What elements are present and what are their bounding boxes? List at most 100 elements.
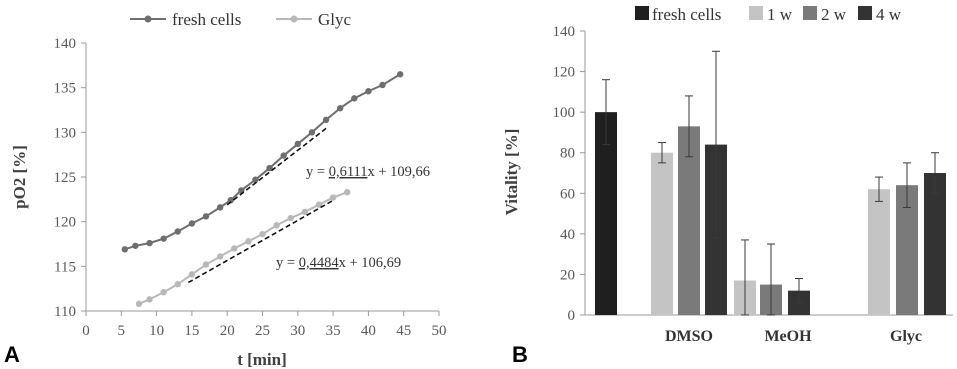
legend-marker-glyc: [290, 15, 298, 23]
y-tick-label: 60: [560, 186, 575, 202]
legend-label-1w: 1 w: [767, 5, 793, 24]
legend-item-fresh-cells: fresh cells: [635, 5, 721, 24]
data-point-glyc: [216, 253, 224, 260]
chart-a-y-label: pO2 [%]: [10, 145, 29, 209]
chart-a-y-ticks: 110 115 120 125 130 135 140: [54, 36, 86, 320]
bar-2w: [896, 185, 918, 315]
legend-swatch-2w: [803, 6, 817, 20]
y-tick-label: 140: [54, 36, 77, 52]
data-point-glyc: [273, 222, 280, 229]
series-line-glyc: [138, 191, 348, 305]
trendline-equation-glyc: y = 0,4484x + 106,69: [276, 255, 401, 271]
legend-item-fresh-cells: fresh cells: [130, 10, 241, 29]
data-point-glyc: [231, 245, 238, 252]
data-point-fresh-cells: [308, 129, 316, 136]
legend-item-glyc: Glyc: [276, 10, 352, 29]
bar-1w: [868, 189, 890, 315]
data-point-fresh-cells: [227, 197, 234, 204]
y-tick-label: 20: [560, 267, 575, 283]
trendline-fresh-cells: [226, 127, 327, 206]
chart-a-x-ticks: 0 5 10 15 20 25 30 35 40 45 50: [82, 311, 447, 339]
equation-slope: 0,4484: [299, 255, 340, 271]
x-tick-label: 20: [220, 323, 235, 339]
data-point-glyc: [135, 300, 143, 308]
x-tick-label: 5: [118, 323, 126, 339]
data-point-glyc: [174, 281, 181, 288]
chart-a-x-label: t [min]: [237, 350, 287, 369]
x-tick-label: 0: [82, 323, 90, 339]
data-point-glyc: [245, 238, 252, 245]
x-tick-label: 45: [396, 323, 411, 339]
chart-b: 0 20 40 60 80 100 120 140 Vitality [%] fresh ce…: [502, 5, 953, 367]
chart-b-error-bars: [602, 50, 939, 316]
data-point-fresh-cells: [351, 95, 358, 102]
x-tick-label: 25: [255, 323, 270, 339]
x-tick-label: 15: [184, 323, 199, 339]
data-point-glyc: [259, 230, 266, 238]
chart-b-y-label: Vitality [%]: [502, 129, 521, 216]
category-label-meoh: MeOH: [764, 328, 812, 345]
data-point-glyc: [188, 271, 196, 278]
data-point-fresh-cells: [121, 246, 129, 253]
legend-swatch-1w: [749, 6, 763, 20]
legend-item-1w: 1 w: [749, 5, 793, 24]
legend-swatch-4w: [858, 6, 872, 20]
data-point-glyc: [301, 208, 309, 216]
equation-slope: 0,6111: [329, 164, 368, 180]
data-point-fresh-cells: [202, 213, 210, 220]
legend-label-2w: 2 w: [821, 5, 847, 24]
data-point-fresh-cells: [252, 176, 259, 183]
data-point-glyc: [329, 194, 337, 201]
y-tick-label: 120: [553, 65, 576, 81]
chart-b-legend: fresh cells 1 w 2 w 4 w: [635, 5, 902, 24]
category-label-glyc: Glyc: [890, 328, 922, 345]
x-tick-label: 30: [290, 323, 305, 339]
chart-a-series: [121, 71, 404, 308]
panel-label-b: B: [512, 342, 528, 367]
y-tick-label: 100: [553, 105, 576, 121]
data-point-fresh-cells: [322, 116, 330, 124]
data-point-fresh-cells: [379, 81, 386, 89]
data-point-fresh-cells: [132, 242, 139, 249]
y-tick-label: 115: [54, 259, 76, 275]
y-tick-label: 125: [54, 170, 77, 186]
legend-label-glyc: Glyc: [318, 10, 352, 29]
data-point-fresh-cells: [396, 71, 404, 78]
bar-1w: [651, 152, 673, 315]
chart-a-legend: fresh cells Glyc: [130, 10, 352, 29]
data-point-fresh-cells: [266, 164, 273, 172]
bar-fresh-cells: [595, 112, 617, 316]
y-tick-label: 80: [560, 146, 575, 162]
chart-a-trendlines: [187, 127, 334, 284]
data-point-fresh-cells: [188, 220, 196, 227]
legend-label-4w: 4 w: [876, 5, 902, 24]
x-tick-label: 40: [361, 323, 376, 339]
data-point-glyc: [202, 261, 210, 268]
x-tick-label: 35: [326, 323, 341, 339]
data-point-fresh-cells: [280, 152, 287, 159]
data-point-fresh-cells: [174, 228, 181, 235]
legend-label-fresh-cells: fresh cells: [172, 10, 241, 29]
x-tick-label: 50: [432, 323, 447, 339]
series-line-fresh-cells: [124, 73, 401, 251]
legend-item-2w: 2 w: [803, 5, 847, 24]
data-point-fresh-cells: [365, 88, 372, 95]
category-label-dmso: DMSO: [665, 328, 713, 345]
equation-suffix: x + 106,69: [339, 255, 402, 271]
legend-marker-fresh-cells: [144, 15, 152, 23]
panel-label-a: A: [4, 342, 20, 367]
y-tick-label: 110: [54, 304, 76, 320]
legend-item-4w: 4 w: [858, 5, 902, 24]
chart-a: 110 115 120 125 130 135 140 0 5 10 15 20 25 30 35 40 45…: [4, 10, 447, 369]
data-point-glyc: [315, 201, 323, 208]
data-point-fresh-cells: [216, 204, 224, 211]
y-tick-label: 140: [553, 24, 576, 40]
trendline-equation-fresh-cells: y = 0,6111x + 109,66: [306, 164, 430, 180]
data-point-glyc: [146, 296, 153, 303]
trendline-glyc: [187, 199, 334, 284]
y-tick-label: 120: [54, 215, 77, 231]
equation-prefix: y =: [306, 164, 329, 180]
legend-swatch-fresh-cells: [635, 6, 649, 20]
equation-suffix: x + 109,66: [368, 164, 431, 180]
